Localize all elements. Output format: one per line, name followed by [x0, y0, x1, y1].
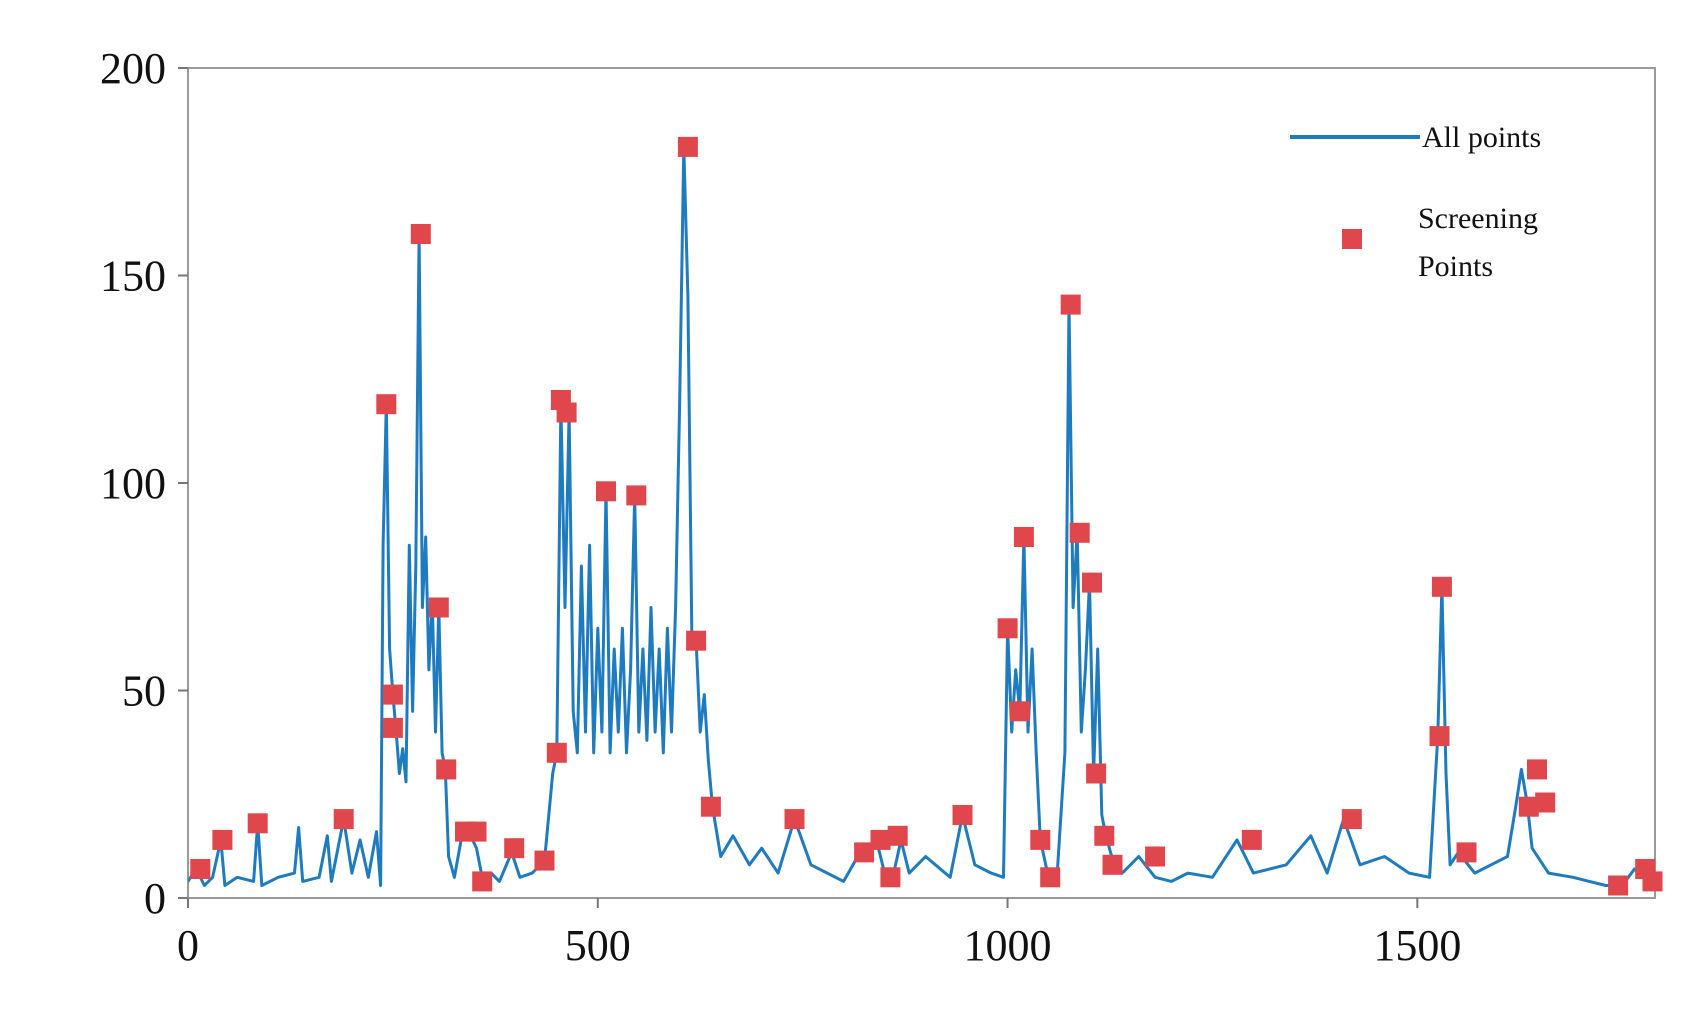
- screening-point-marker: [1069, 522, 1090, 543]
- screening-point-marker: [376, 394, 397, 415]
- screening-point-marker: [1030, 829, 1051, 850]
- x-tick-label: 500: [565, 921, 631, 970]
- y-tick-label: 100: [100, 459, 166, 508]
- screening-point-marker: [546, 742, 567, 763]
- screening-point-marker: [190, 859, 211, 879]
- plot-area: [187, 67, 1656, 899]
- screening-point-marker: [1241, 829, 1262, 850]
- screening-point-marker: [1102, 854, 1123, 875]
- legend-label-screening-line1: Screening: [1418, 202, 1538, 235]
- x-tick-label: 0: [177, 921, 199, 970]
- screening-point-marker: [952, 805, 973, 825]
- screening-point-marker: [1086, 763, 1107, 784]
- screening-point-marker: [1518, 796, 1539, 817]
- screening-point-marker: [382, 684, 403, 705]
- x-tick-label: 1000: [964, 921, 1052, 970]
- screening-point-marker: [677, 136, 698, 157]
- legend-marker-swatch: [1342, 229, 1362, 249]
- screening-point-marker: [1527, 759, 1547, 780]
- screening-point-marker: [596, 481, 616, 502]
- screening-point-marker: [247, 813, 268, 834]
- screening-point-marker: [1040, 867, 1061, 888]
- screening-point-marker: [333, 809, 354, 830]
- screening-point-marker: [428, 597, 449, 618]
- screening-point-marker: [1009, 701, 1030, 722]
- screening-point-marker: [534, 850, 555, 871]
- screening-point-marker: [556, 402, 577, 423]
- legend-label-screening-line2: Points: [1418, 250, 1493, 283]
- x-tick-label: 1500: [1373, 921, 1461, 970]
- screening-point-marker: [1341, 809, 1362, 830]
- screening-point-marker: [466, 821, 487, 842]
- screening-point-marker: [997, 618, 1018, 639]
- y-tick-label: 150: [100, 252, 166, 301]
- screening-point-marker: [1094, 825, 1115, 846]
- screening-point-marker: [1145, 846, 1166, 867]
- screening-point-marker: [436, 759, 457, 780]
- legend: All points Screening Points: [1290, 121, 1541, 283]
- screening-point-marker: [1013, 527, 1034, 547]
- screening-point-marker: [212, 829, 233, 850]
- screening-point-marker: [854, 842, 875, 863]
- screening-point-marker: [1060, 294, 1081, 315]
- y-tick-label: 200: [100, 44, 166, 93]
- screening-point-marker: [472, 871, 493, 892]
- screening-point-marker: [700, 796, 721, 817]
- axes-layer: 0 50 100 150 200 0 500 1000 1500: [100, 44, 1461, 970]
- screening-point-marker: [1535, 792, 1556, 813]
- screening-point-marker: [686, 630, 707, 651]
- screening-point-marker: [1456, 842, 1477, 863]
- screening-point-marker: [887, 825, 908, 846]
- series-layer: [188, 136, 1663, 896]
- screening-point-marker: [504, 838, 525, 859]
- y-tick-label: 0: [144, 874, 166, 923]
- screening-point-marker: [626, 485, 647, 506]
- screening-point-marker: [382, 717, 403, 738]
- screening-point-marker: [870, 829, 891, 850]
- legend-label-all-points: All points: [1422, 121, 1541, 154]
- screening-point-marker: [1431, 576, 1452, 597]
- screening-point-marker: [880, 867, 901, 888]
- screening-point-marker: [1082, 572, 1102, 593]
- screening-point-marker: [1608, 875, 1629, 896]
- screening-point-marker: [784, 809, 805, 830]
- y-tick-label: 50: [122, 667, 166, 716]
- screening-point-marker: [410, 224, 431, 244]
- screening-point-marker: [1642, 871, 1663, 892]
- screening-point-marker: [1429, 726, 1450, 747]
